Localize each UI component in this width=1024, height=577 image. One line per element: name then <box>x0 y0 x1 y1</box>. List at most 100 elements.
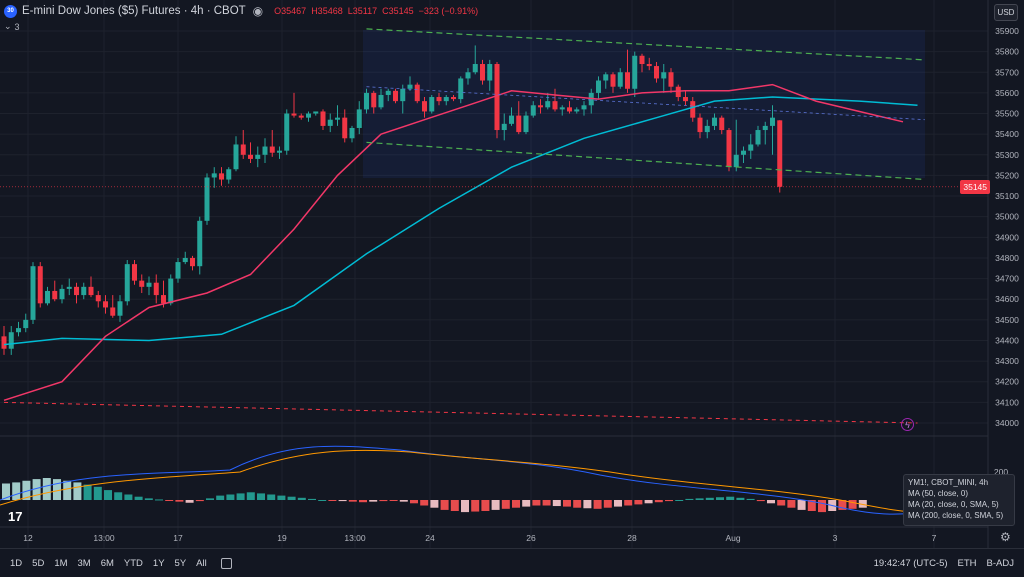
candle-body <box>306 113 311 118</box>
x-tick-label: 7 <box>932 533 937 543</box>
candle-body <box>610 74 616 87</box>
tf-1d[interactable]: 1D <box>10 557 23 569</box>
lightning-icon[interactable]: ϟ <box>901 418 914 431</box>
watermark-logo: 17 <box>8 509 22 524</box>
histogram-bar <box>858 500 867 508</box>
channel-upper-line <box>366 28 925 61</box>
tf-1y[interactable]: 1Y <box>152 557 165 569</box>
candle-body <box>581 105 587 110</box>
candle-body <box>124 264 130 302</box>
x-tick-label: 24 <box>425 533 435 543</box>
candle-body <box>393 90 398 102</box>
candle-body <box>487 64 493 81</box>
histogram-bar <box>848 500 857 509</box>
candle-body <box>400 88 406 102</box>
candle-body <box>733 154 739 168</box>
histogram-bar <box>705 497 714 500</box>
candle-body <box>248 154 253 159</box>
candle-body <box>625 72 630 89</box>
tf-all[interactable]: All <box>196 557 207 569</box>
clock-display[interactable]: 19:42:47 (UTC-5) <box>873 557 948 569</box>
calendar-icon[interactable] <box>220 557 232 569</box>
candle-body <box>755 130 761 145</box>
candle-body <box>262 146 268 155</box>
y-tick-label: 34700 <box>995 274 1019 284</box>
tooltip-line: MA (200, close, 0, SMA, 5) <box>908 511 1004 520</box>
candle-body <box>74 286 79 296</box>
y-tick-label: 35700 <box>995 67 1019 77</box>
candle-body <box>639 55 645 65</box>
candle-body <box>168 278 174 304</box>
histogram-bar <box>491 500 500 510</box>
histogram-bar <box>104 490 112 500</box>
candle-body <box>596 80 601 93</box>
settings-icon[interactable]: ⚙ <box>1000 530 1011 544</box>
eye-icon[interactable]: ◉ <box>252 4 264 18</box>
tf-5y[interactable]: 5Y <box>174 557 187 569</box>
open-value: O35467 <box>274 6 307 16</box>
histogram-bar <box>471 500 480 512</box>
candle-body <box>66 286 72 289</box>
currency-button[interactable]: USD <box>994 4 1018 21</box>
histogram-bar <box>532 500 541 506</box>
candle-body <box>313 111 319 114</box>
x-tick-label: 28 <box>627 533 637 543</box>
candle-body <box>436 97 442 102</box>
y-tick-label: 34000 <box>995 418 1019 428</box>
histogram-bar <box>53 479 61 500</box>
histogram-bar <box>573 500 582 508</box>
candle-body <box>777 120 783 187</box>
histogram-bar <box>654 500 663 503</box>
candle-body <box>617 72 623 87</box>
candle-body <box>538 105 543 108</box>
histogram-bar <box>450 500 459 511</box>
histogram-bar <box>389 500 398 501</box>
histogram-bar <box>603 500 612 508</box>
change-value: −323 (−0.91%) <box>418 6 479 16</box>
histogram-bar <box>195 500 204 502</box>
histogram-bar <box>644 500 653 504</box>
histogram-bar <box>297 497 306 500</box>
candle-body <box>88 286 94 296</box>
candle-body <box>429 97 435 112</box>
histogram-bar <box>32 479 41 500</box>
indicator-toggle[interactable]: ⌄ 3 <box>4 21 20 32</box>
candle-body <box>269 146 275 153</box>
y-tick-label: 35600 <box>995 88 1019 98</box>
histogram-bar <box>246 492 255 500</box>
histogram-bar <box>685 498 694 500</box>
candle-body <box>1 336 7 349</box>
y-tick-label: 35400 <box>995 129 1019 139</box>
ma20-line <box>3 83 904 402</box>
histogram-bar <box>501 500 510 509</box>
histogram-bar <box>267 494 276 500</box>
tf-5d[interactable]: 5D <box>32 557 45 569</box>
tf-ytd[interactable]: YTD <box>123 557 143 569</box>
tf-6m[interactable]: 6M <box>100 557 114 569</box>
candle-body <box>37 266 43 304</box>
histogram-bar <box>318 500 327 501</box>
y-tick-label: 34800 <box>995 253 1019 263</box>
candle-body <box>523 115 529 133</box>
candle-body <box>327 119 333 126</box>
histogram-bar <box>277 495 286 500</box>
candle-body <box>748 144 754 151</box>
adjust-toggle[interactable]: B-ADJ <box>986 557 1014 569</box>
tf-1m[interactable]: 1M <box>54 557 68 569</box>
candle-body <box>465 72 471 79</box>
candle-body <box>226 169 232 180</box>
candle-body <box>211 173 217 178</box>
candle-body <box>559 107 565 110</box>
histogram-bar <box>665 500 673 502</box>
histogram-bar <box>624 500 633 506</box>
symbol-title[interactable]: E-mini Dow Jones ($5) Futures · 4h · CBO… <box>22 5 246 17</box>
candle-body <box>45 290 50 304</box>
histogram-bar <box>124 494 133 500</box>
price-chart[interactable]: 17 34000 34100 34200 34300 34400 34500 34600 34… <box>0 0 1024 548</box>
candle-body <box>422 101 427 112</box>
histogram-bar <box>593 500 602 509</box>
candle-body <box>8 332 14 349</box>
session-toggle[interactable]: ETH <box>957 557 977 569</box>
candle-body <box>204 177 210 221</box>
tf-3m[interactable]: 3M <box>77 557 91 569</box>
